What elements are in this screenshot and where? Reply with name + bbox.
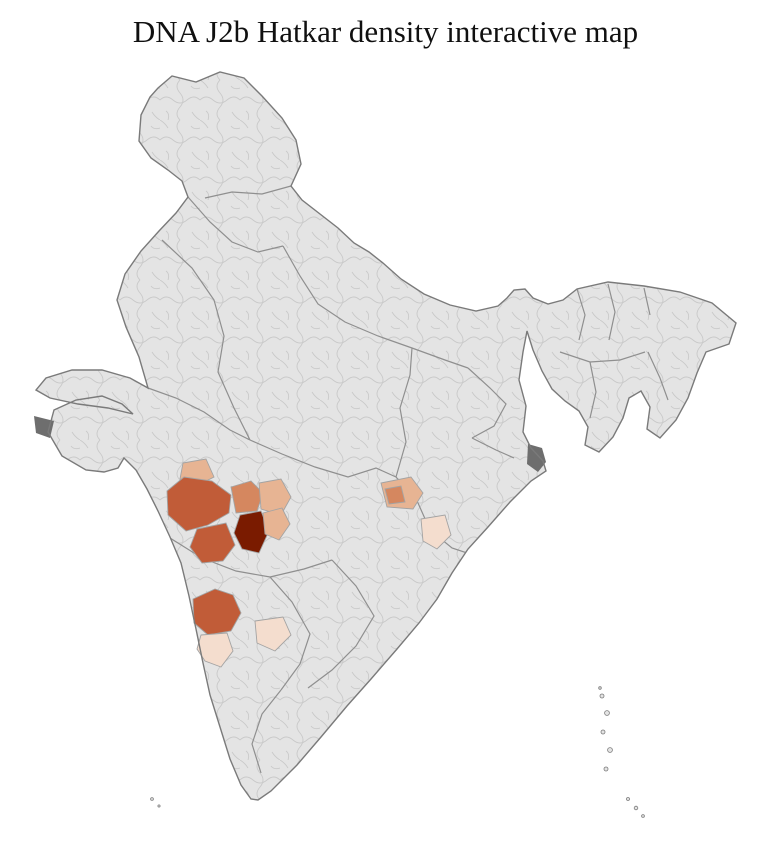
island-dot — [150, 797, 154, 801]
district-mesh-overlay — [36, 72, 736, 800]
island-dot — [604, 710, 610, 716]
shaded-district[interactable] — [166, 476, 232, 532]
shaded-district[interactable] — [254, 616, 292, 652]
islands — [150, 686, 645, 818]
island-dot — [598, 686, 602, 690]
island-dot — [599, 693, 605, 699]
shaded-district[interactable] — [262, 507, 291, 541]
island-dot — [607, 747, 613, 753]
island-dot — [641, 814, 645, 818]
island-dot — [157, 804, 161, 808]
shaded-districts — [166, 458, 452, 668]
island-dot — [600, 729, 606, 735]
state-boundaries — [147, 185, 669, 774]
island-dot — [633, 805, 639, 811]
shaded-district[interactable] — [233, 510, 270, 554]
shaded-district[interactable] — [384, 485, 406, 505]
shaded-district[interactable] — [192, 588, 242, 636]
dark-region-patch — [527, 444, 546, 472]
page-title: DNA J2b Hatkar density interactive map — [132, 14, 639, 49]
shaded-district[interactable] — [258, 478, 292, 516]
shaded-district[interactable] — [420, 514, 452, 550]
island-dot — [626, 797, 630, 801]
island-dot — [603, 766, 609, 772]
shaded-district[interactable] — [196, 632, 234, 668]
shaded-district[interactable] — [189, 522, 236, 564]
shaded-district[interactable] — [230, 480, 264, 514]
